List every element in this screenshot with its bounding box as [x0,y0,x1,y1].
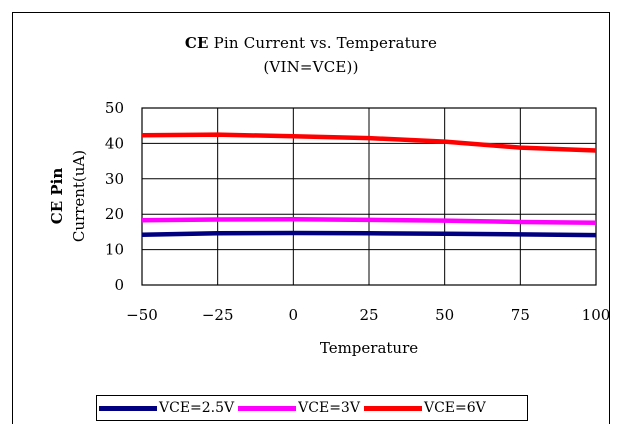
series-line [141,132,597,153]
y-axis-label: CE Pin Current(uA) [48,150,88,242]
x-tick-label: 75 [511,306,530,324]
chart-title-rest: Pin Current vs. Temperature [208,34,438,52]
y-axis-label-line1: CE Pin [48,168,66,225]
legend-item: VCE=6V [363,400,486,416]
chart-frame [12,12,610,424]
x-tick-label: 0 [289,306,299,324]
series-line [141,230,597,238]
x-tick-label: −50 [126,306,158,324]
tick-labels: −50 −25 0 25 50 75 100 0 10 20 30 40 50 [105,99,610,324]
plot-area-border [141,107,597,286]
legend-label: VCE=6V [423,400,486,416]
y-tick-label: 10 [105,241,124,259]
y-tick-label: 50 [105,99,124,117]
legend-item: VCE=2.5V [99,400,234,416]
grid [141,107,597,286]
legend-swatch [238,405,297,411]
legend-label: VCE=3V [298,400,360,416]
x-axis-label: Temperature [320,339,418,357]
legend-swatch [363,405,422,411]
y-tick-label: 30 [105,170,124,188]
legend-swatch [99,405,157,411]
x-tick-label: 100 [582,306,611,324]
series-layer [141,132,597,238]
legend: VCE=2.5V VCE=3V VCE=6V [96,395,528,421]
x-tick-label: −25 [202,306,234,324]
legend-label: VCE=2.5V [159,400,235,416]
y-tick-label: 0 [114,276,124,294]
x-tick-label: 50 [435,306,454,324]
legend-item: VCE=3V [238,400,360,416]
chart-subtitle: (VIN=VCE)) [263,58,359,76]
chart-title-bold: CE [184,34,209,52]
y-axis-label-line2: Current(uA) [70,150,88,242]
y-tick-label: 20 [105,205,124,223]
chart-title: CE Pin Current vs. Temperature [0,34,622,52]
y-tick-label: 40 [105,134,124,152]
x-tick-label: 25 [359,306,378,324]
series-line [141,216,597,225]
